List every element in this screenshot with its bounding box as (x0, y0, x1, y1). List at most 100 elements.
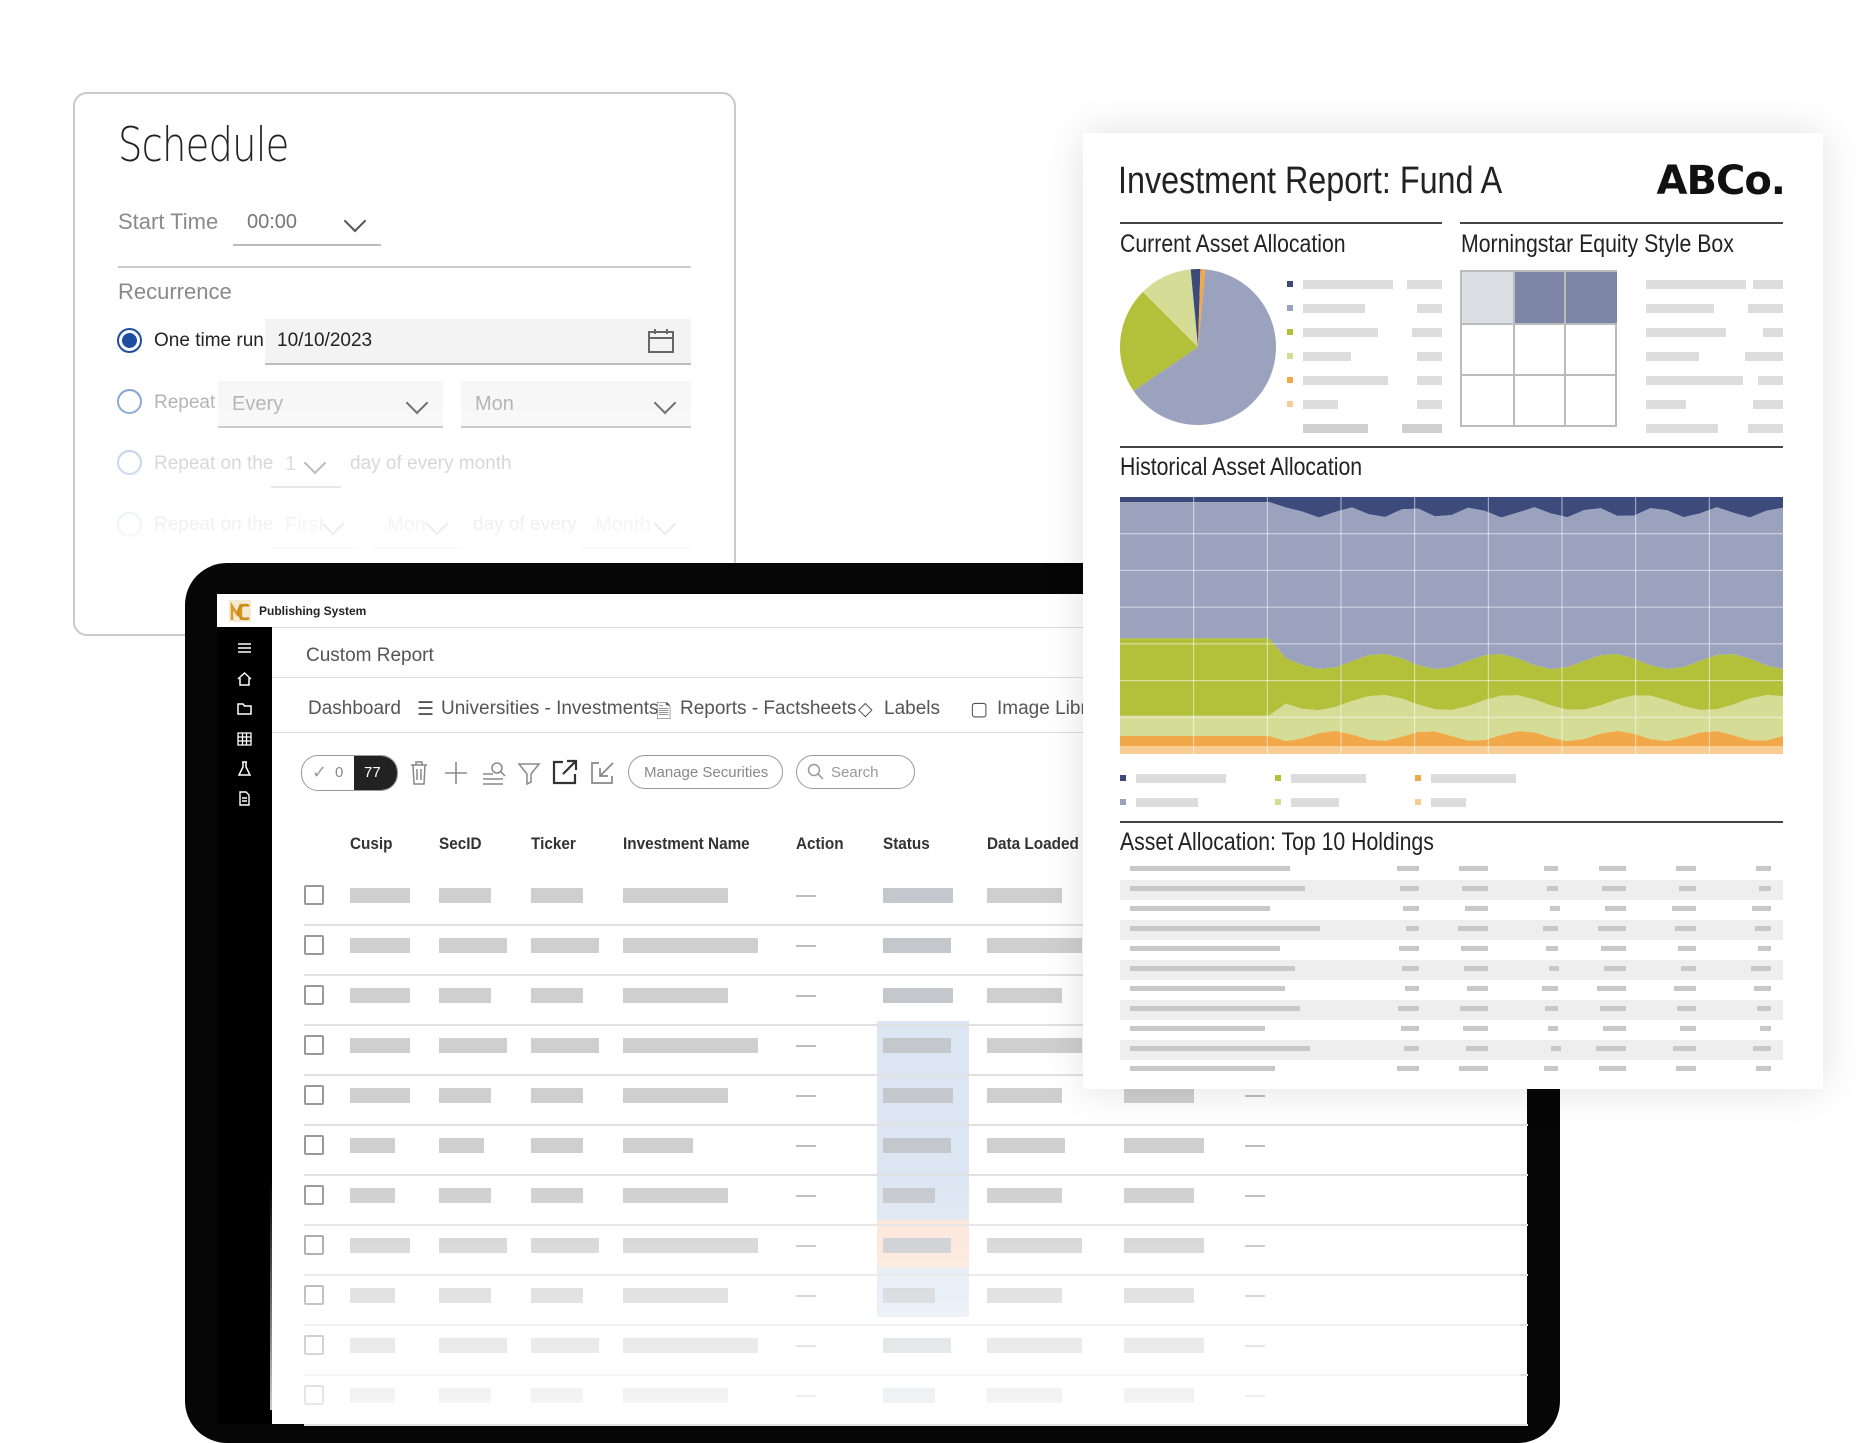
import-icon[interactable] (589, 760, 615, 786)
report-preview: Investment Report: Fund A ABCo. Current … (1083, 133, 1823, 1089)
cell-placeholder (439, 1088, 491, 1103)
add-icon[interactable] (443, 760, 469, 786)
legend-label-placeholder (1646, 400, 1686, 409)
action-dash (796, 945, 816, 947)
style-cell (1515, 272, 1564, 323)
legend-value-placeholder (1748, 304, 1783, 313)
home-icon[interactable] (236, 670, 253, 687)
legend-swatch (1415, 775, 1421, 781)
repeat-on-the-label-2: Repeat on the (154, 514, 274, 535)
col-investment-name[interactable]: Investment Name (623, 834, 750, 853)
week-ordinal-select[interactable]: First (271, 502, 359, 549)
holding-value-placeholder (1677, 1006, 1696, 1011)
tab-universities[interactable]: Universities - Investments (441, 698, 659, 719)
col-ticker[interactable]: Ticker (531, 834, 576, 853)
holding-value-placeholder (1459, 1066, 1488, 1071)
row-checkbox[interactable] (304, 1135, 324, 1155)
month-select[interactable]: Month (581, 502, 691, 549)
holding-value-placeholder (1675, 926, 1696, 931)
cell-placeholder (531, 1388, 583, 1403)
filter-icon[interactable] (517, 760, 541, 786)
legend-value-placeholder (1417, 376, 1442, 385)
calendar-icon[interactable] (647, 328, 675, 354)
repeat-monthly-radio[interactable] (117, 450, 142, 475)
holding-value-placeholder (1544, 1066, 1558, 1071)
pie-slice (1120, 291, 1198, 391)
cell-placeholder (623, 1338, 758, 1353)
row-dash (1245, 1345, 1265, 1347)
row-divider (304, 1224, 1528, 1226)
month-day-select[interactable]: 1 (271, 441, 341, 488)
col-cusip[interactable]: Cusip (350, 834, 393, 853)
allocation-pie-chart (1120, 269, 1276, 426)
row-checkbox[interactable] (304, 1035, 324, 1055)
cell-placeholder (350, 1338, 395, 1353)
col-status[interactable]: Status (883, 834, 930, 853)
repeat-radio[interactable] (117, 389, 142, 414)
legend-value-placeholder (1763, 328, 1783, 337)
one-time-radio[interactable] (117, 328, 142, 353)
row-checkbox[interactable] (304, 1335, 324, 1355)
row-divider (304, 974, 1528, 976)
row-checkbox[interactable] (304, 1385, 324, 1405)
row-checkbox[interactable] (304, 885, 324, 905)
month-day-value: 1 (285, 453, 297, 475)
menu-icon[interactable] (236, 640, 253, 657)
selection-counter[interactable]: ✓ 0 77 (301, 755, 398, 791)
weekday-select[interactable]: Mon (373, 502, 463, 549)
section-current-allocation: Current Asset Allocation (1120, 230, 1346, 258)
start-time-select[interactable]: 00:00 (233, 199, 381, 246)
search-list-icon[interactable] (481, 760, 507, 786)
cell-placeholder (350, 938, 410, 953)
holding-name-placeholder (1130, 866, 1290, 871)
holding-value-placeholder (1547, 886, 1558, 891)
holding-value-placeholder (1602, 886, 1626, 891)
cell-placeholder (439, 988, 491, 1003)
repeat-day-select[interactable]: Mon (461, 381, 691, 428)
section-style-box: Morningstar Equity Style Box (1461, 230, 1734, 258)
holding-value-placeholder (1598, 926, 1626, 931)
row-checkbox[interactable] (304, 985, 324, 1005)
holding-value-placeholder (1673, 1046, 1696, 1051)
historical-area-chart (1120, 497, 1783, 754)
row-dash (1245, 1395, 1265, 1397)
row-checkbox[interactable] (304, 1185, 324, 1205)
pie-slice (1133, 269, 1276, 426)
manage-securities-button[interactable]: Manage Securities (628, 755, 783, 789)
date-input[interactable]: 10/10/2023 (265, 319, 691, 365)
cell-placeholder (531, 1188, 583, 1203)
holding-value-placeholder (1751, 966, 1771, 971)
action-dash (796, 1145, 816, 1147)
col-secid[interactable]: SecID (439, 834, 482, 853)
grid-icon[interactable] (236, 730, 253, 747)
row-checkbox[interactable] (304, 1235, 324, 1255)
search-input[interactable]: Search (796, 755, 915, 789)
cell-placeholder (883, 888, 953, 903)
col-action[interactable]: Action (796, 834, 844, 853)
row-divider (304, 1124, 1528, 1126)
row-checkbox[interactable] (304, 1285, 324, 1305)
action-dash (796, 1245, 816, 1247)
chevron-down-icon (653, 391, 677, 415)
legend-swatch (1120, 799, 1126, 805)
document-icon[interactable] (236, 790, 253, 807)
row-checkbox[interactable] (304, 935, 324, 955)
repeat-weekday-radio[interactable] (117, 512, 142, 537)
row-checkbox[interactable] (304, 1085, 324, 1105)
export-icon[interactable] (551, 758, 579, 786)
folder-icon[interactable] (236, 700, 253, 717)
flask-icon[interactable] (236, 760, 253, 777)
tab-dashboard[interactable]: Dashboard (308, 698, 401, 719)
tab-labels[interactable]: Labels (884, 698, 940, 719)
cell-placeholder (883, 1138, 951, 1153)
row-divider (304, 1274, 1528, 1276)
repeat-every-select[interactable]: Every (218, 381, 443, 428)
trash-icon[interactable] (408, 760, 430, 786)
col-data-loaded[interactable]: Data Loaded (987, 834, 1079, 853)
tab-reports[interactable]: Reports - Factsheets (680, 698, 857, 719)
row-dash (1245, 1195, 1265, 1197)
tab-image-library[interactable]: Image Libra (997, 698, 1098, 719)
holding-value-placeholder (1458, 926, 1488, 931)
holding-value-placeholder (1467, 986, 1488, 991)
legend-swatch (1287, 401, 1293, 407)
